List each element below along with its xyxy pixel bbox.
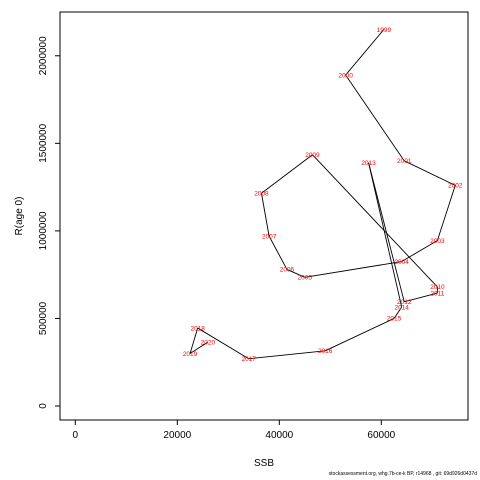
series-segment xyxy=(261,193,269,236)
point-label-2017: 2017 xyxy=(241,356,256,363)
series-segment xyxy=(437,185,455,240)
point-label-2014: 2014 xyxy=(394,304,409,311)
y-tick-label: 2000000 xyxy=(38,36,49,75)
point-label-2007: 2007 xyxy=(262,233,277,240)
y-axis: 0 500000 1000000 1500000 2000000 xyxy=(38,36,60,409)
point-label-2003: 2003 xyxy=(430,238,445,245)
point-label-2005: 2005 xyxy=(298,275,313,282)
series-segment xyxy=(369,163,405,302)
plot-frame xyxy=(60,12,468,420)
point-label-1999: 1999 xyxy=(377,27,392,34)
x-axis: 0 20000 40000 60000 xyxy=(73,420,396,441)
series-segment xyxy=(312,155,437,287)
point-label-2015: 2015 xyxy=(387,316,402,323)
point-label-2008: 2008 xyxy=(254,191,269,198)
series-segment xyxy=(346,75,405,161)
x-axis-title: SSB xyxy=(254,458,274,469)
y-tick-label: 500000 xyxy=(38,301,49,335)
x-tick-label: 20000 xyxy=(163,430,191,441)
point-label-2000: 2000 xyxy=(338,72,353,79)
footer-credit: stockassessment.org, whg.7b-ce-k BP, r14… xyxy=(329,471,477,477)
point-label-2009: 2009 xyxy=(305,152,320,159)
point-label-2006: 2006 xyxy=(280,267,295,274)
recruitment-series xyxy=(190,30,455,359)
series-segment xyxy=(261,155,312,194)
series-segment xyxy=(369,163,402,307)
point-label-2018: 2018 xyxy=(190,325,205,332)
point-label-2019: 2019 xyxy=(183,351,198,358)
point-label-2016: 2016 xyxy=(318,348,333,355)
series-segment xyxy=(325,318,394,350)
y-tick-label: 1000000 xyxy=(38,211,49,250)
point-label-2011: 2011 xyxy=(430,290,444,297)
point-label-2002: 2002 xyxy=(448,183,463,190)
y-tick-label: 1500000 xyxy=(38,123,49,162)
series-segment xyxy=(249,351,326,359)
x-tick-label: 0 xyxy=(73,430,79,441)
point-label-2004: 2004 xyxy=(394,259,409,266)
y-axis-title: R(age 0) xyxy=(14,197,25,236)
series-segment xyxy=(269,236,287,269)
y-tick-label: 0 xyxy=(38,403,49,409)
x-tick-label: 40000 xyxy=(265,430,293,441)
x-tick-label: 60000 xyxy=(367,430,395,441)
point-label-2020: 2020 xyxy=(201,339,216,346)
series-segment xyxy=(305,262,402,278)
series-segment xyxy=(346,30,384,76)
point-label-2001: 2001 xyxy=(397,158,412,165)
point-label-2013: 2013 xyxy=(361,160,376,167)
